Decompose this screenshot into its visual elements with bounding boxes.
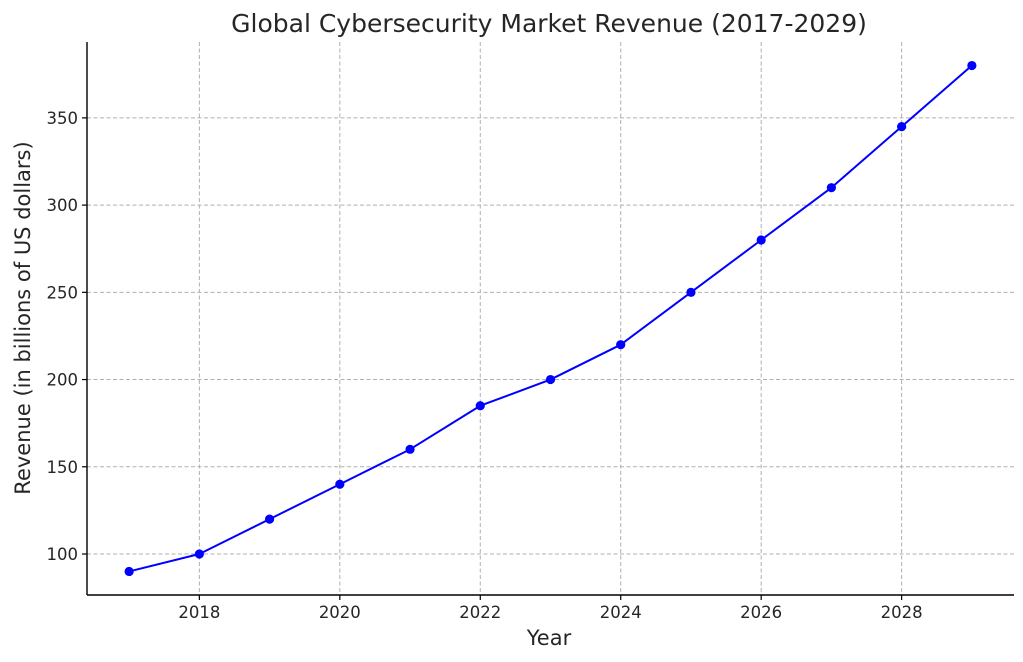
- y-tick-label: 200: [47, 371, 79, 390]
- data-point: [124, 566, 134, 577]
- data-point: [475, 401, 485, 411]
- y-tick-label: 300: [47, 196, 79, 215]
- data-point: [616, 340, 626, 350]
- y-axis-label: Revenue (in billions of US dollars): [11, 141, 35, 494]
- x-axis-label: Year: [526, 626, 572, 650]
- data-point: [686, 287, 696, 297]
- data-point: [897, 122, 907, 132]
- data-point: [194, 549, 204, 559]
- chart-title: Global Cybersecurity Market Revenue (201…: [231, 9, 867, 38]
- x-tick-label: 2022: [459, 603, 501, 622]
- x-tick-label: 2026: [740, 603, 782, 622]
- y-tick-label: 150: [47, 458, 79, 477]
- data-point: [756, 235, 766, 245]
- data-point: [826, 183, 837, 193]
- series-line: [128, 64, 973, 573]
- x-tick-label: 2020: [319, 603, 361, 622]
- data-point: [335, 479, 345, 489]
- grid: [87, 42, 1014, 595]
- data-point: [545, 374, 556, 385]
- data-point: [967, 60, 977, 71]
- x-tick-label: 2018: [178, 603, 220, 622]
- y-tick-label: 350: [47, 109, 79, 128]
- axes: [86, 42, 1014, 596]
- x-tick-label: 2028: [881, 603, 923, 622]
- y-tick-label: 100: [47, 545, 79, 564]
- x-tick-label: 2024: [600, 603, 642, 622]
- data-point: [264, 514, 275, 524]
- y-tick-label: 250: [47, 283, 79, 302]
- data-point: [405, 444, 415, 454]
- series: [124, 60, 977, 577]
- ticks: 2018 2020 2022 2024 2026 2028 100 150 200 250 300 3…: [47, 109, 923, 622]
